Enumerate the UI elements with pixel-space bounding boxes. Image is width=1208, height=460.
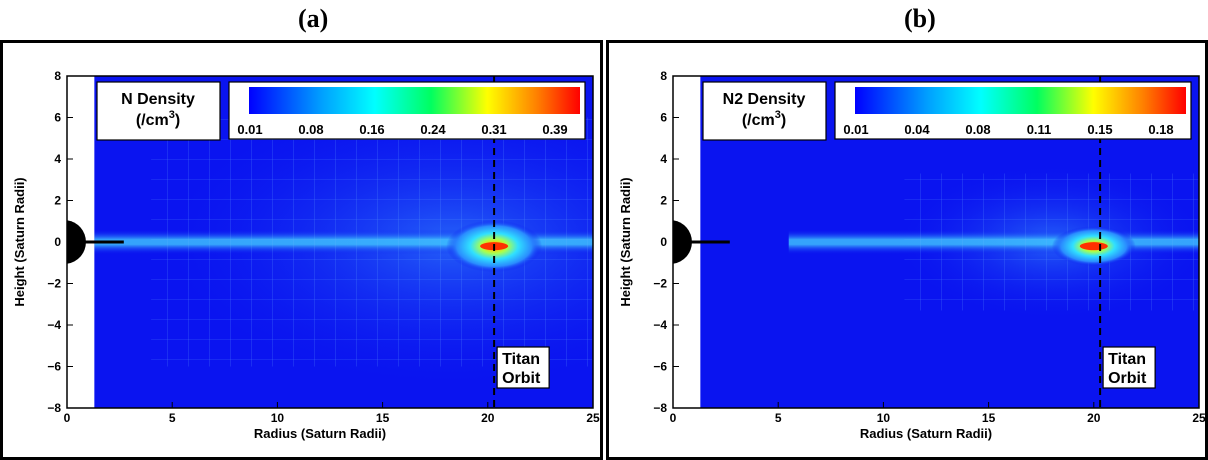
x-tick-label: 20 [481,411,495,425]
orbit-label-line1: Titan [1108,351,1146,368]
y-tick-label: −4 [47,318,61,332]
colorbar-tick-label: 0.01 [843,122,868,137]
legend-unit-close: ) [175,112,180,129]
colorbar-tick-label: 0.24 [420,122,446,137]
y-tick-label: −8 [653,401,667,415]
x-tick-label: 10 [877,411,891,425]
x-tick-label: 25 [1192,411,1206,425]
plot-field [788,162,1199,322]
y-tick-label: 8 [660,69,667,83]
y-axis-label: Height (Saturn Radii) [618,177,633,306]
legend-unit: (/cm3) [136,109,180,129]
colorbar-tick-label: 0.01 [237,122,262,137]
colorbar-tick-label: 0.08 [965,122,990,137]
legend-title: N Density [121,91,195,108]
orbit-label-line1: Titan [502,351,540,368]
colorbar-tick-label: 0.31 [481,122,506,137]
x-tick-label: 25 [586,411,600,425]
colorbar-tick-label: 0.39 [542,122,567,137]
panel-b-letter: (b) [904,4,936,33]
y-tick-label: 0 [660,235,667,249]
y-tick-label: −8 [47,401,61,415]
x-tick-label: 5 [169,411,176,425]
x-tick-label: 5 [775,411,782,425]
y-tick-label: 2 [54,194,61,208]
colorbar-tick-label: 0.16 [359,122,384,137]
y-tick-label: 8 [54,69,61,83]
x-axis-label: Radius (Saturn Radii) [254,426,386,441]
colorbar-tick-label: 0.08 [298,122,323,137]
colorbar-tick-label: 0.18 [1148,122,1173,137]
legend-unit-text: (/cm [136,112,169,129]
x-tick-label: 10 [271,411,285,425]
density-peak-core [1079,242,1108,251]
y-tick-label: 6 [54,111,61,125]
colorbar-tick-label: 0.15 [1087,122,1112,137]
x-axis-label: Radius (Saturn Radii) [860,426,992,441]
legend-unit-exponent: 3 [775,109,781,121]
colorbar-tick-label: 0.11 [1027,122,1052,137]
y-tick-label: 4 [54,152,61,166]
y-tick-label: 4 [660,152,667,166]
colorbar [249,87,580,114]
y-tick-label: −2 [653,277,667,291]
y-tick-label: −4 [653,318,667,332]
legend-unit-close: ) [781,112,786,129]
y-tick-label: −6 [47,360,61,374]
legend-title: N2 Density [723,91,806,108]
x-tick-label: 0 [670,411,677,425]
colorbar-tick-label: 0.04 [904,122,930,137]
legend-unit-exponent: 3 [169,109,175,121]
x-tick-label: 20 [1087,411,1101,425]
mesh-grid [904,173,1199,311]
y-tick-label: 0 [54,235,61,249]
x-tick-label: 0 [64,411,71,425]
orbit-label-box [1102,346,1156,389]
saturn-disk [673,220,692,264]
orbit-label-line2: Orbit [1108,370,1147,387]
colorbar [855,87,1186,114]
y-axis-label: Height (Saturn Radii) [12,177,27,306]
legend-title-box [702,81,827,141]
legend-title-box [96,81,221,141]
saturn-disk [67,220,86,264]
y-tick-label: 6 [660,111,667,125]
x-tick-label: 15 [982,411,996,425]
plot-field [94,92,593,392]
legend-unit: (/cm3) [742,109,786,129]
y-tick-label: −6 [653,360,667,374]
x-tick-label: 15 [376,411,390,425]
y-tick-label: −2 [47,277,61,291]
panel-a-letter: (a) [298,4,329,33]
orbit-label-box [496,346,550,389]
y-tick-label: 2 [660,194,667,208]
orbit-label-line2: Orbit [502,370,541,387]
legend-unit-text: (/cm [742,112,775,129]
